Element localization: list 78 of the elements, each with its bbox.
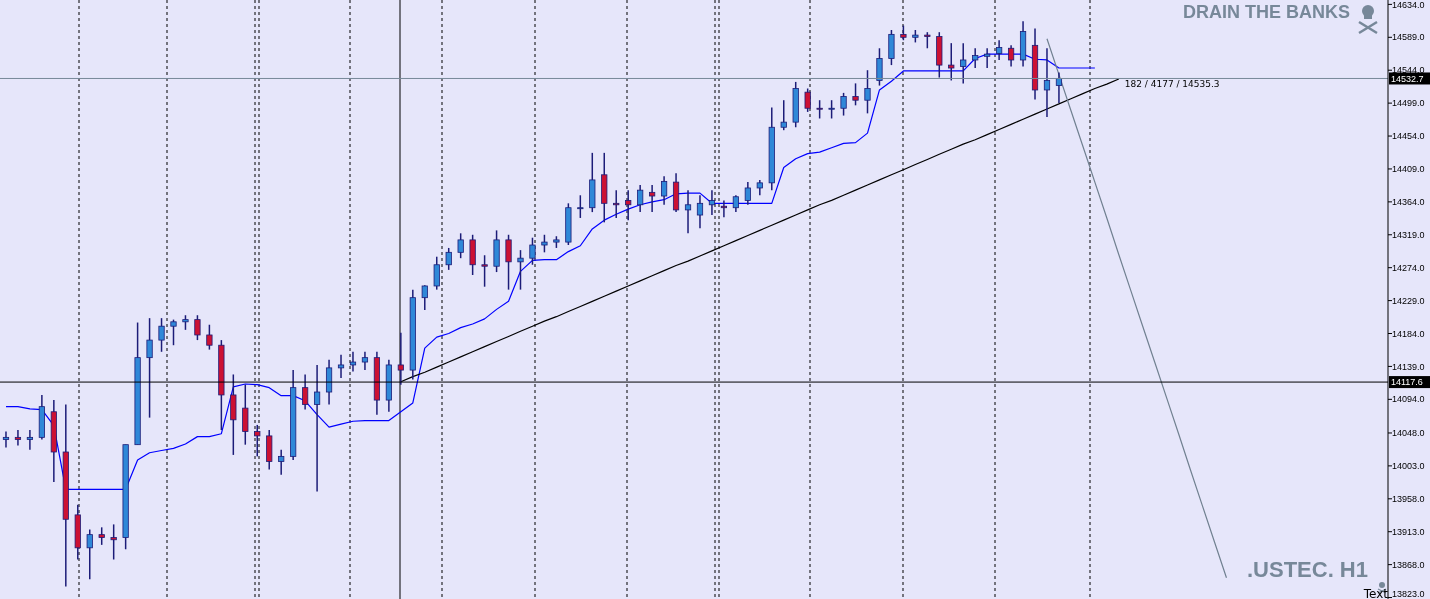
candlestick <box>433 255 440 291</box>
text: .USTEC. H1 <box>1246 557 1368 582</box>
candlestick <box>625 189 632 221</box>
candlestick <box>948 42 955 82</box>
candlestick <box>876 47 883 87</box>
candlestick <box>26 429 34 451</box>
candlestick <box>313 364 321 493</box>
candlestick <box>684 189 692 235</box>
y-tick-label: 13823.0 <box>1392 589 1425 599</box>
candlestick <box>146 317 153 419</box>
candlestick <box>457 232 464 259</box>
y-tick-label: 14229.0 <box>1392 295 1425 306</box>
candlestick <box>206 323 213 351</box>
candlestick <box>86 528 93 580</box>
candlestick <box>529 236 536 266</box>
candlestick <box>613 189 620 219</box>
candlestick <box>780 99 787 131</box>
candlestick <box>828 99 835 120</box>
y-tick-label: 14094.0 <box>1392 394 1425 405</box>
candlestick <box>505 234 512 291</box>
candlestick <box>984 47 991 69</box>
ref-line-label: 14117.6 <box>1391 377 1423 388</box>
candlestick <box>804 87 811 113</box>
candlestick <box>720 199 728 218</box>
candlestick <box>158 317 165 353</box>
candlestick <box>170 318 177 346</box>
candlestick <box>302 373 309 411</box>
y-tick-label: 14184.0 <box>1392 328 1425 339</box>
y-tick-label: 14003.0 <box>1392 461 1425 472</box>
candlestick <box>660 175 668 206</box>
candlestick <box>517 249 524 291</box>
candlestick <box>397 332 404 386</box>
candlestick <box>577 194 584 219</box>
y-tick-label: 13868.0 <box>1392 559 1425 570</box>
candlestick <box>996 39 1003 61</box>
candlestick <box>481 254 488 288</box>
candlestick <box>2 430 10 449</box>
annotation: 182 / 4177 / 14535.3 <box>1124 78 1220 89</box>
candlestick <box>254 424 261 458</box>
y-tick-label: 14364.0 <box>1392 197 1425 208</box>
candlestick <box>960 42 967 85</box>
candlestick <box>840 92 847 117</box>
candlestick <box>972 47 979 69</box>
ref-line-label: 14532.7 <box>1391 73 1424 84</box>
y-tick-label: 14499.0 <box>1392 98 1425 109</box>
y-tick-label: 14274.0 <box>1392 262 1425 273</box>
candlestick <box>242 383 249 446</box>
candlestick <box>14 429 22 447</box>
y-tick-label: 14634.0 <box>1392 0 1425 10</box>
y-tick-label: 14139.0 <box>1392 361 1425 372</box>
candlestick <box>708 189 716 216</box>
candlestick <box>194 314 201 341</box>
candlestick <box>744 181 751 206</box>
candlestick <box>349 351 357 373</box>
candlestick <box>852 82 859 107</box>
candlestick <box>649 184 656 213</box>
candlestick <box>696 194 704 229</box>
candlestick <box>1007 44 1015 68</box>
candlestick <box>864 69 871 115</box>
candlestick <box>445 247 452 271</box>
y-tick-label: 13958.0 <box>1392 493 1425 504</box>
annotation: Text <box>1362 587 1389 599</box>
y-tick-label: 14589.0 <box>1392 32 1425 43</box>
candlestick <box>637 184 644 213</box>
candlestick <box>361 351 369 371</box>
candlestick <box>337 353 345 379</box>
y-tick-label: 14319.0 <box>1392 229 1425 240</box>
y-tick-label: 14454.0 <box>1392 131 1425 142</box>
y-tick-label: 13913.0 <box>1392 526 1425 537</box>
candlestick <box>1043 47 1051 118</box>
y-tick-label: 14544.0 <box>1392 65 1425 76</box>
y-tick-label: 14409.0 <box>1392 164 1425 175</box>
candlestick <box>421 284 428 311</box>
annotation: DRAIN THE BANKS <box>1182 2 1350 22</box>
candlestick <box>816 99 823 120</box>
candlestick <box>278 449 285 476</box>
candlestick <box>110 523 117 561</box>
y-tick-label: 14048.0 <box>1392 428 1425 439</box>
